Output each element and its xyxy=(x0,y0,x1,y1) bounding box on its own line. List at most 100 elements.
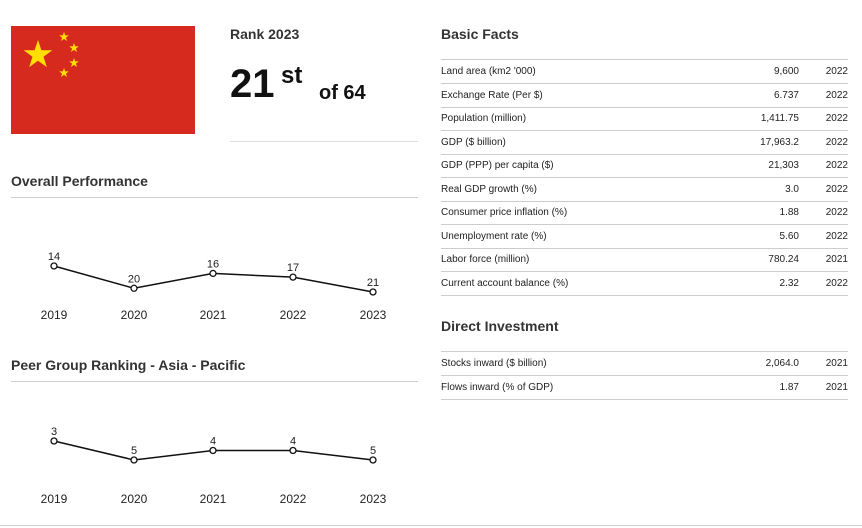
cell-value: 9,600 xyxy=(773,66,799,77)
cell-label: Consumer price inflation (%) xyxy=(441,207,568,218)
data-label: 4 xyxy=(210,436,216,448)
cell-value: 1,411.75 xyxy=(760,113,799,124)
peer-divider xyxy=(11,381,418,382)
cell-label: Flows inward (% of GDP) xyxy=(441,381,554,393)
flag-small-star xyxy=(69,43,79,52)
cell-year: 2022 xyxy=(825,66,848,77)
x-tick-label: 2021 xyxy=(200,308,227,322)
cell-label: Current account balance (%) xyxy=(441,277,569,289)
cell-year: 2022 xyxy=(825,136,848,148)
flag-stars-icon xyxy=(23,32,79,77)
data-point xyxy=(50,262,58,270)
bottom-divider xyxy=(0,525,862,526)
data-point xyxy=(369,456,377,464)
cell-label: GDP ($ billion) xyxy=(441,136,506,148)
table-row: Population (million) 1,411.75 2022 xyxy=(441,107,848,131)
cell-year: 2022 xyxy=(825,160,848,171)
data-label: 14 xyxy=(48,251,60,263)
table-row: Unemployment rate (%) 5.60 2022 xyxy=(441,225,848,249)
data-point xyxy=(209,446,217,455)
cell-label: Population (million) xyxy=(441,113,527,124)
cell-value: 6.737 xyxy=(773,89,799,101)
data-point xyxy=(369,288,377,296)
data-label: 5 xyxy=(370,445,376,457)
flag-small-star xyxy=(69,58,79,67)
flag-big-star xyxy=(23,40,53,68)
flag-small-star xyxy=(59,68,69,77)
overall-divider xyxy=(11,197,418,198)
cell-year: 2021 xyxy=(825,381,848,393)
x-tick-label: 2020 xyxy=(121,308,148,322)
table-row: GDP ($ billion) 17,963.2 2022 xyxy=(441,131,848,155)
cell-value: 17,963.2 xyxy=(760,136,799,148)
cell-value: 780.24 xyxy=(768,254,799,265)
data-label: 5 xyxy=(131,445,137,457)
cell-value: 2.32 xyxy=(779,277,799,289)
x-tick-label: 2022 xyxy=(280,492,307,506)
table-row: Exchange Rate (Per $) 6.737 2022 xyxy=(441,84,848,108)
cell-year: 2022 xyxy=(825,89,848,101)
basic-facts-title: Basic Facts xyxy=(441,26,519,42)
x-tick-label: 2022 xyxy=(280,308,307,322)
x-tick-label: 2023 xyxy=(360,492,387,506)
table-row: Consumer price inflation (%) 1.88 2022 xyxy=(441,201,848,225)
cell-year: 2022 xyxy=(825,183,848,195)
cell-label: GDP (PPP) per capita ($) xyxy=(441,160,554,171)
cell-label: Land area (km2 '000) xyxy=(441,66,536,77)
china-flag xyxy=(11,26,195,134)
cell-label: Labor force (million) xyxy=(441,254,530,265)
cell-year: 2021 xyxy=(825,254,848,265)
data-point xyxy=(130,456,138,464)
basic-facts-divider xyxy=(441,59,848,60)
rank-title: Rank 2023 xyxy=(230,26,300,42)
data-point xyxy=(130,284,138,292)
peer-group-title: Peer Group Ranking - Asia - Pacific xyxy=(11,357,246,373)
data-label: 3 xyxy=(51,426,57,438)
cell-year: 2021 xyxy=(825,358,848,369)
rank-of-total: of 64 xyxy=(319,82,366,104)
cell-label: Unemployment rate (%) xyxy=(441,230,547,242)
data-label: 16 xyxy=(207,258,219,270)
x-tick-label: 2023 xyxy=(360,308,387,322)
cell-label: Exchange Rate (Per $) xyxy=(441,89,543,101)
table-row: Current account balance (%) 2.32 2022 xyxy=(441,272,848,296)
rank-divider xyxy=(230,141,418,142)
cell-label: Real GDP growth (%) xyxy=(441,183,537,195)
overall-performance-title: Overall Performance xyxy=(11,173,148,189)
data-point xyxy=(50,437,58,445)
direct-investment-title: Direct Investment xyxy=(441,318,559,334)
cell-value: 1.87 xyxy=(779,381,799,393)
x-tick-label: 2019 xyxy=(41,308,68,322)
direct-investment-divider xyxy=(441,351,848,352)
cell-value: 2,064.0 xyxy=(765,358,799,369)
peer-group-chart: 3 2019 5 2020 4 2021 4 2022 5 2023 xyxy=(41,426,387,506)
cell-year: 2022 xyxy=(825,113,848,124)
table-row: Stocks inward ($ billion) 2,064.0 2021 xyxy=(441,352,848,376)
flag-small-star xyxy=(59,32,69,41)
rank-suffix: st xyxy=(281,62,303,89)
data-point xyxy=(209,269,217,278)
table-row: GDP (PPP) per capita ($) 21,303 2022 xyxy=(441,154,848,178)
data-label: 20 xyxy=(128,273,140,285)
x-tick-label: 2019 xyxy=(41,492,68,506)
data-point xyxy=(289,273,297,281)
x-tick-label: 2021 xyxy=(200,492,227,506)
cell-year: 2022 xyxy=(825,277,848,289)
table-row: Real GDP growth (%) 3.0 2022 xyxy=(441,178,848,202)
table-row: Land area (km2 '000) 9,600 2022 xyxy=(441,60,848,84)
cell-value: 1.88 xyxy=(779,207,799,218)
cell-value: 21,303 xyxy=(768,160,799,171)
cell-year: 2022 xyxy=(825,230,848,242)
rank-value: 21 xyxy=(230,62,275,106)
data-label: 17 xyxy=(287,262,299,274)
table-row: Labor force (million) 780.24 2021 xyxy=(441,248,848,272)
cell-value: 3.0 xyxy=(785,183,799,195)
x-tick-label: 2020 xyxy=(121,492,148,506)
cell-label: Stocks inward ($ billion) xyxy=(441,358,547,369)
data-label: 4 xyxy=(290,436,296,448)
data-label: 21 xyxy=(367,277,379,289)
data-point xyxy=(289,446,297,455)
cell-year: 2022 xyxy=(825,207,848,218)
table-row: Flows inward (% of GDP) 1.87 2021 xyxy=(441,376,848,400)
